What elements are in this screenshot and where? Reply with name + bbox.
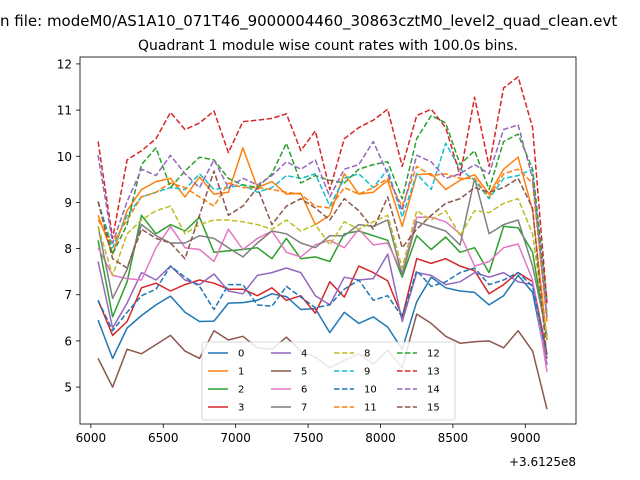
legend-label-3: 3 xyxy=(238,403,244,414)
series-line-2 xyxy=(97,214,548,341)
y-tick-label: 9 xyxy=(64,196,72,210)
legend-label-13: 13 xyxy=(427,367,440,378)
legend-label-10: 10 xyxy=(364,385,377,396)
legend-label-9: 9 xyxy=(364,367,370,378)
figure-suptitle: n file: modeM0/AS1A10_071T46_9000004460_… xyxy=(0,12,617,31)
series-line-1 xyxy=(97,147,548,341)
x-tick-label: 9000 xyxy=(510,431,541,445)
series-line-10 xyxy=(97,265,548,356)
legend-label-15: 15 xyxy=(427,403,440,414)
series-line-15 xyxy=(97,170,548,359)
axes-frame xyxy=(79,56,577,425)
y-tick-label: 6 xyxy=(64,334,72,348)
legend-label-2: 2 xyxy=(238,385,244,396)
x-tick-label: 6500 xyxy=(148,431,179,445)
x-tick-label: 8000 xyxy=(365,431,396,445)
legend-label-6: 6 xyxy=(301,385,307,396)
x-tick-label: 6000 xyxy=(76,431,107,445)
legend-frame xyxy=(201,341,456,421)
legend-label-14: 14 xyxy=(427,385,440,396)
legend-label-1: 1 xyxy=(238,367,244,378)
series-line-8 xyxy=(97,197,548,341)
x-tick-label: 7500 xyxy=(293,431,324,445)
y-tick-label: 7 xyxy=(64,288,72,302)
y-tick-label: 10 xyxy=(57,150,72,164)
legend-label-7: 7 xyxy=(301,403,307,414)
series-line-9 xyxy=(97,142,548,315)
series-line-4 xyxy=(97,253,548,366)
y-tick-label: 5 xyxy=(64,381,72,395)
series-line-0 xyxy=(97,274,548,366)
legend-label-12: 12 xyxy=(427,349,440,360)
legend-label-4: 4 xyxy=(301,349,307,360)
y-tick-label: 11 xyxy=(57,104,72,118)
plot-area: 6000 6500 7000 7500 8000 8500 9000 +3.6125e8 5 6 7… xyxy=(57,56,577,469)
series-line-3 xyxy=(97,257,548,354)
x-tick-label: 7000 xyxy=(220,431,251,445)
legend-label-0: 0 xyxy=(238,349,244,360)
legend-label-5: 5 xyxy=(301,367,307,378)
chart-title: Quadrant 1 module wise count rates with … xyxy=(138,38,518,54)
series-lines xyxy=(97,76,548,410)
y-tick-label: 12 xyxy=(57,57,72,71)
legend-label-11: 11 xyxy=(364,403,377,414)
legend-label-8: 8 xyxy=(364,349,370,360)
series-line-14 xyxy=(97,124,548,317)
y-tick-label: 8 xyxy=(64,242,72,256)
series-line-13 xyxy=(97,76,548,304)
x-offset-label: +3.6125e8 xyxy=(509,455,576,469)
x-tick-label: 8500 xyxy=(438,431,469,445)
